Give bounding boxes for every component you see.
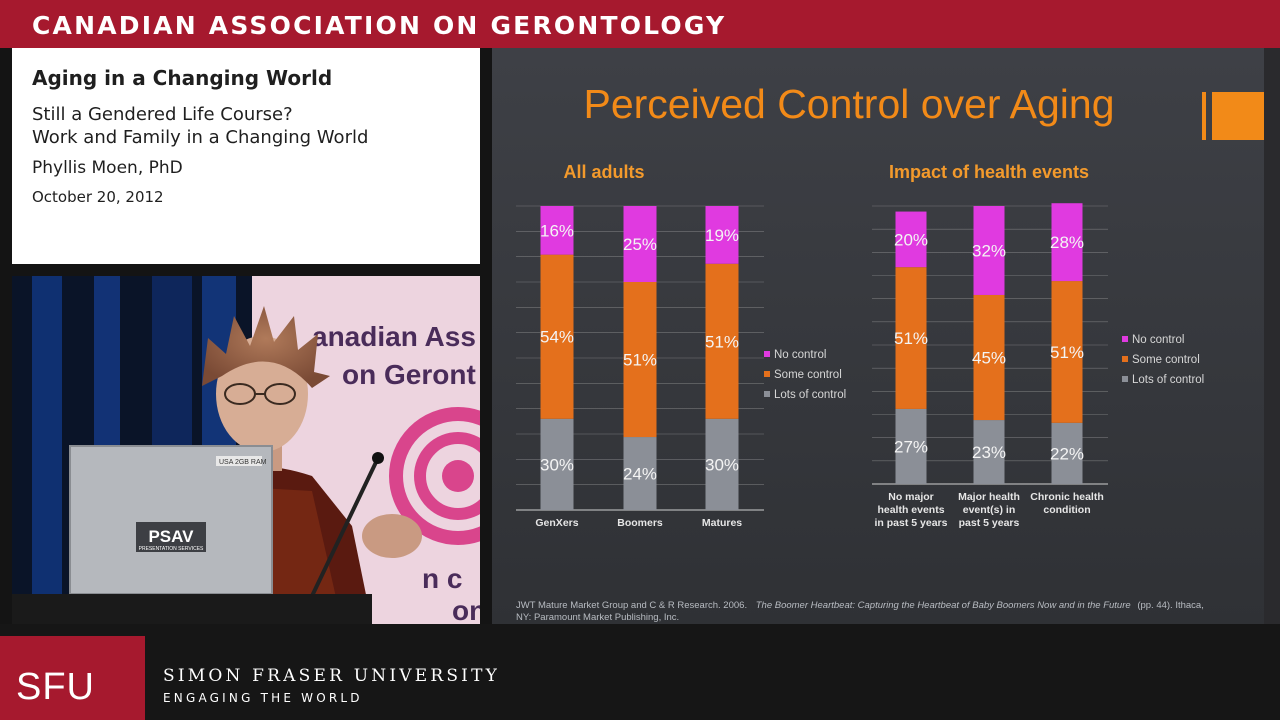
bar-segment: [623, 282, 657, 438]
data-label: 51%: [705, 332, 739, 351]
laptop-sticker: USA 2GB RAM: [219, 459, 267, 466]
legend-label: No control: [774, 349, 826, 361]
data-label: 22%: [1050, 444, 1084, 463]
accent-bar: [1202, 92, 1206, 140]
bar-segment: [540, 206, 574, 255]
data-label: 30%: [705, 455, 739, 474]
legend-label: Lots of control: [774, 389, 846, 401]
bar-segment: [895, 211, 927, 268]
bar-segment: [1051, 203, 1083, 282]
bar-segment: [623, 437, 657, 510]
data-label: 16%: [540, 221, 574, 240]
slide-title: Perceived Control over Aging: [583, 81, 1114, 127]
data-label: 32%: [972, 241, 1006, 260]
university-name: SIMON FRASER UNIVERSITY: [163, 666, 501, 686]
accent-block: [1212, 92, 1264, 140]
psav-logo: PSAV: [148, 527, 194, 546]
sfu-logo: SFU: [16, 666, 95, 708]
legend-swatch: [764, 371, 770, 377]
category-label: Matures: [702, 517, 742, 529]
citation-pages: (pp. 44). Ithaca,: [1137, 600, 1204, 611]
citation-title: The Boomer Heartbeat: Capturing the Hear…: [756, 600, 1131, 611]
footer-bar: [0, 624, 1280, 720]
data-label: 51%: [894, 329, 928, 348]
backdrop-text-4: ont: [452, 595, 480, 624]
bar-segment: [895, 267, 927, 409]
category-label: GenXers: [535, 517, 578, 529]
backdrop-text-1: anadian Ass: [312, 321, 476, 352]
legend-label: Lots of control: [1132, 374, 1204, 386]
source-citation-line-2: NY: Paramount Market Publishing, Inc.: [516, 612, 679, 623]
banner-title: CANADIAN ASSOCIATION ON GERONTOLOGY: [32, 11, 727, 40]
bar-segment: [973, 420, 1005, 484]
data-label: 20%: [894, 230, 928, 249]
citation-authors: JWT Mature Market Group and C & R Resear…: [516, 600, 747, 611]
legend-label: Some control: [1132, 354, 1200, 366]
category-label: health events: [877, 504, 944, 516]
slide-background: [492, 48, 1268, 624]
chart-health-events: Impact of health events 27% 51% 20% No major…: [872, 162, 1204, 529]
category-label: past 5 years: [959, 517, 1020, 529]
bar-segment: [705, 418, 739, 510]
sfu-logo-block: SFU: [0, 636, 145, 720]
speaker-name: Phyllis Moen, PhD: [32, 158, 183, 178]
bar-segment: [1051, 422, 1083, 484]
session-date: October 20, 2012: [32, 188, 164, 206]
bar-segment: [623, 206, 657, 282]
data-label: 23%: [972, 443, 1006, 462]
data-label: 51%: [1050, 343, 1084, 362]
backdrop-text-3: n c: [422, 563, 462, 594]
chart-title: All adults: [563, 162, 644, 182]
category-label: Major health: [958, 491, 1020, 503]
talk-title-line-2: Work and Family in a Changing World: [32, 127, 369, 148]
data-label: 54%: [540, 328, 574, 347]
presentation-slide: Perceived Control over Aging All adults 3…: [492, 48, 1268, 624]
legend-swatch: [764, 351, 770, 357]
bar-segment: [895, 408, 927, 484]
legend-swatch: [1122, 336, 1128, 342]
data-label: 30%: [540, 455, 574, 474]
category-label: No major: [888, 491, 934, 503]
category-label: condition: [1043, 504, 1090, 516]
slide-canvas: Perceived Control over Aging All adults 3…: [492, 48, 1268, 624]
bar-segment: [973, 294, 1005, 421]
legend-swatch: [1122, 376, 1128, 382]
legend-swatch: [1122, 356, 1128, 362]
bar-segment: [1051, 281, 1083, 423]
slide-edge: [1264, 48, 1280, 624]
data-label: 45%: [972, 349, 1006, 368]
bar-segment: [973, 206, 1005, 295]
data-label: 28%: [1050, 233, 1084, 252]
speaker-video-frame: anadian Ass on Geront n c ont USA 2GB RA…: [12, 276, 480, 624]
bar-segment: [540, 254, 574, 419]
data-label: 19%: [705, 226, 739, 245]
data-label: 51%: [623, 351, 657, 370]
category-label: Boomers: [617, 517, 663, 529]
category-label: event(s) in: [963, 504, 1016, 516]
category-label: in past 5 years: [875, 517, 948, 529]
bar-segment: [705, 263, 739, 419]
chart-all-adults: All adults 30% 54% 16% GenXers 24% 51% 25% Boome…: [516, 162, 846, 529]
category-label: Chronic health: [1030, 491, 1104, 503]
data-label: 24%: [623, 465, 657, 484]
psav-logo-subtitle: PRESENTATION SERVICES: [139, 546, 204, 552]
university-tagline: ENGAGING THE WORLD: [163, 691, 363, 705]
session-title: Aging in a Changing World: [32, 66, 333, 90]
legend-label: Some control: [774, 369, 842, 381]
legend-swatch: [764, 391, 770, 397]
session-info-panel: Aging in a Changing World Still a Gender…: [12, 48, 480, 264]
top-banner: CANADIAN ASSOCIATION ON GERONTOLOGY: [0, 0, 1280, 48]
data-label: 27%: [894, 437, 928, 456]
bar-segment: [705, 206, 739, 264]
legend-label: No control: [1132, 334, 1184, 346]
speaker-video-feed: anadian Ass on Geront n c ont USA 2GB RA…: [12, 276, 480, 624]
chart-title: Impact of health events: [889, 162, 1089, 182]
source-citation-line-1: JWT Mature Market Group and C & R Resear…: [516, 600, 1204, 611]
bar-segment: [540, 418, 574, 510]
backdrop-text-2: on Geront: [342, 359, 476, 390]
talk-title-line-1: Still a Gendered Life Course?: [32, 104, 293, 125]
data-label: 25%: [623, 235, 657, 254]
